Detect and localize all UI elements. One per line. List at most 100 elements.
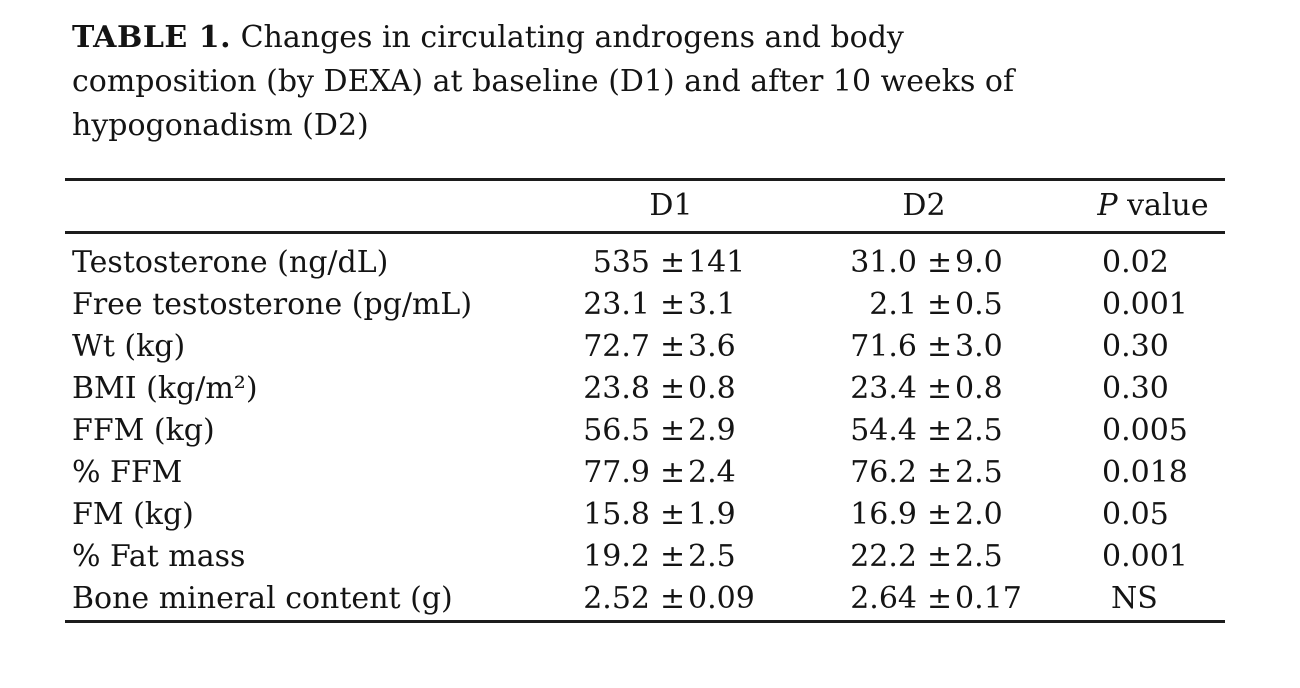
column-header-d2: D2 (902, 188, 946, 223)
table-row: BMI (kg/m²) 23.8 ± 0.8 23.4 ± 0.8 0.30 (65, 368, 1225, 410)
d2-value-cell: 23.4 ± 0.8 (822, 368, 1030, 410)
plus-minus-symbol: ± (660, 539, 686, 574)
plus-minus-symbol: ± (927, 371, 953, 406)
d2-mean: 16.9 (850, 497, 917, 532)
d1-sd: 3.1 (688, 287, 736, 322)
d2-mean: 2.1 (869, 287, 917, 322)
plus-minus-symbol: ± (927, 581, 953, 616)
d2-sd: 0.5 (955, 287, 1003, 322)
plus-minus-symbol: ± (660, 245, 686, 280)
row-label: Testosterone (ng/dL) (72, 245, 389, 280)
row-label: FM (kg) (72, 497, 194, 532)
d1-sd: 141 (688, 245, 746, 280)
table-header-rule (65, 231, 1225, 234)
table-bottom-rule (65, 620, 1225, 623)
d2-mean: 31.0 (850, 245, 917, 280)
plus-minus-symbol: ± (927, 287, 953, 322)
row-label: % FFM (72, 455, 183, 490)
d2-sd: 2.5 (955, 455, 1003, 490)
table-row: FFM (kg) 56.5 ± 2.9 54.4 ± 2.5 0.005 (65, 410, 1225, 452)
caption-line-3: hypogonadism (D2) (72, 108, 369, 143)
d1-mean: 2.52 (583, 581, 650, 616)
column-header-d1: D1 (649, 188, 693, 223)
row-label: % Fat mass (72, 539, 246, 574)
p-value-cell: 0.001 (1102, 287, 1188, 322)
p-value-cell: 0.02 (1102, 245, 1169, 280)
table-number-label: TABLE 1. (72, 20, 232, 55)
d2-sd: 9.0 (955, 245, 1003, 280)
table-body: Testosterone (ng/dL) 535 ± 141 31.0 ± 9.… (65, 234, 1225, 620)
plus-minus-symbol: ± (660, 371, 686, 406)
d1-mean: 77.9 (583, 455, 650, 490)
d1-mean: 535 (592, 245, 650, 280)
d2-mean: 2.64 (850, 581, 917, 616)
d1-value-cell: 15.8 ± 1.9 (555, 494, 763, 536)
plus-minus-symbol: ± (927, 497, 953, 532)
table-row: % FFM 77.9 ± 2.4 76.2 ± 2.5 0.018 (65, 452, 1225, 494)
d1-value-cell: 56.5 ± 2.9 (555, 410, 763, 452)
data-table: D1 D2 P value Testosterone (ng/dL) 535 ±… (65, 178, 1225, 623)
table-header-row: D1 D2 P value (65, 181, 1225, 231)
d2-value-cell: 31.0 ± 9.0 (822, 242, 1030, 284)
row-label: Bone mineral content (g) (72, 581, 453, 616)
p-value-cell: 0.30 (1102, 371, 1169, 406)
p-value-cell: 0.005 (1102, 413, 1188, 448)
caption-text: Changes in circulating androgens and bod… (240, 20, 904, 55)
plus-minus-symbol: ± (660, 413, 686, 448)
d2-mean: 23.4 (850, 371, 917, 406)
d2-sd: 2.0 (955, 497, 1003, 532)
d2-mean: 22.2 (850, 539, 917, 574)
p-value-cell: 0.018 (1102, 455, 1188, 490)
d1-sd: 2.9 (688, 413, 736, 448)
d2-mean: 54.4 (850, 413, 917, 448)
d1-value-cell: 23.8 ± 0.8 (555, 368, 763, 410)
caption-line-1: TABLE 1. Changes in circulating androgen… (72, 16, 1212, 60)
plus-minus-symbol: ± (660, 329, 686, 364)
table-row: FM (kg) 15.8 ± 1.9 16.9 ± 2.0 0.05 (65, 494, 1225, 536)
d2-sd: 0.17 (955, 581, 1022, 616)
plus-minus-symbol: ± (927, 413, 953, 448)
d1-value-cell: 72.7 ± 3.6 (555, 326, 763, 368)
d1-mean: 23.1 (583, 287, 650, 322)
d1-sd: 0.8 (688, 371, 736, 406)
row-label: Free testosterone (pg/mL) (72, 287, 473, 322)
table-top-rule (65, 178, 1225, 181)
d2-value-cell: 2.1 ± 0.5 (822, 284, 1030, 326)
table-caption: TABLE 1. Changes in circulating androgen… (72, 16, 1212, 148)
d1-value-cell: 77.9 ± 2.4 (555, 452, 763, 494)
p-value-cell: 0.30 (1102, 329, 1169, 364)
d1-value-cell: 19.2 ± 2.5 (555, 536, 763, 578)
d2-sd: 2.5 (955, 413, 1003, 448)
table-row: Testosterone (ng/dL) 535 ± 141 31.0 ± 9.… (65, 242, 1225, 284)
p-symbol: P (1097, 188, 1118, 223)
column-header-p-value: P value (1097, 181, 1208, 231)
d2-value-cell: 16.9 ± 2.0 (822, 494, 1030, 536)
d1-sd: 2.5 (688, 539, 736, 574)
d2-value-cell: 71.6 ± 3.0 (822, 326, 1030, 368)
plus-minus-symbol: ± (927, 539, 953, 574)
d2-value-cell: 76.2 ± 2.5 (822, 452, 1030, 494)
table-row: Wt (kg) 72.7 ± 3.6 71.6 ± 3.0 0.30 (65, 326, 1225, 368)
p-value-cell: 0.05 (1102, 497, 1169, 532)
d1-mean: 15.8 (583, 497, 650, 532)
row-label: FFM (kg) (72, 413, 215, 448)
p-value-word: value (1117, 188, 1209, 223)
caption-line-2: composition (by DEXA) at baseline (D1) a… (72, 64, 1015, 99)
plus-minus-symbol: ± (927, 329, 953, 364)
plus-minus-symbol: ± (660, 497, 686, 532)
plus-minus-symbol: ± (660, 455, 686, 490)
p-value-cell: 0.001 (1102, 539, 1188, 574)
d2-sd: 2.5 (955, 539, 1003, 574)
table-row: Bone mineral content (g) 2.52 ± 0.09 2.6… (65, 578, 1225, 620)
d1-mean: 23.8 (583, 371, 650, 406)
d2-value-cell: 54.4 ± 2.5 (822, 410, 1030, 452)
d2-mean: 71.6 (850, 329, 917, 364)
d1-sd: 1.9 (688, 497, 736, 532)
d1-value-cell: 535 ± 141 (555, 242, 763, 284)
d2-sd: 3.0 (955, 329, 1003, 364)
d1-sd: 2.4 (688, 455, 736, 490)
p-value-cell: NS (1111, 581, 1158, 616)
d2-value-cell: 22.2 ± 2.5 (822, 536, 1030, 578)
d1-value-cell: 2.52 ± 0.09 (555, 578, 763, 620)
